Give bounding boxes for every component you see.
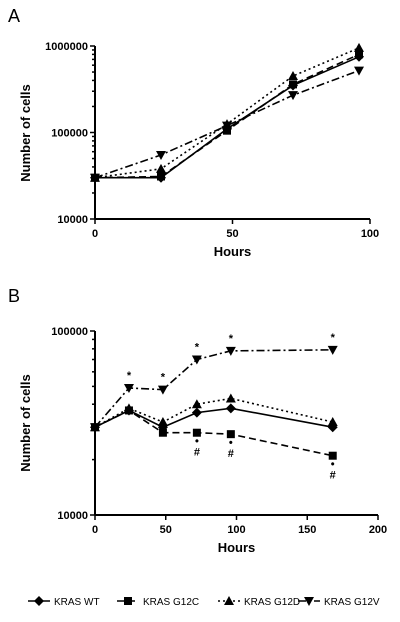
data-point [158, 428, 167, 437]
legend-marker [304, 597, 314, 606]
legend-label: KRAS G12V [324, 597, 380, 608]
legend-marker [124, 597, 132, 605]
data-point [288, 91, 298, 101]
x-tick-label: 100 [361, 228, 379, 240]
legend-marker [224, 596, 234, 605]
data-point [222, 121, 232, 131]
data-point [354, 66, 364, 76]
data-point [191, 399, 202, 409]
chart-panel-b: 10000 100000 0 50 100 150 200 Hours Number of ce… [18, 326, 387, 555]
data-point [223, 126, 231, 135]
series-line-kras-g12d [94, 397, 333, 428]
data-point [225, 403, 236, 414]
y-tick-label: 1000000 [45, 41, 88, 53]
x-tick-label: 50 [226, 228, 238, 240]
data-point [327, 417, 338, 427]
significance-annotation: # [194, 447, 200, 459]
data-point [90, 173, 100, 183]
x-tick-label: 0 [92, 524, 98, 536]
significance-annotation: * [161, 372, 166, 384]
x-tick-label: 100 [227, 524, 245, 536]
x-axis-label: Hours [214, 244, 252, 259]
y-tick-label: 100000 [51, 326, 88, 338]
series-line-kras-wt [95, 56, 360, 179]
data-point [90, 423, 100, 433]
legend-label: KRAS G12D [244, 597, 300, 608]
significance-annotation: • [331, 459, 335, 471]
series-line-kras-g12d [94, 47, 360, 179]
legend-label: KRAS G12C [143, 597, 199, 608]
data-point [191, 355, 202, 365]
data-point [123, 384, 134, 394]
data-point [157, 417, 168, 427]
series-line-kras-wt [94, 407, 333, 429]
data-point [354, 42, 364, 52]
y-axis-label: Number of cells [18, 374, 33, 472]
data-point [328, 451, 337, 460]
legend-marker [34, 596, 44, 606]
significance-annotation: # [330, 470, 336, 482]
series-line-kras-g12c [94, 409, 333, 457]
significance-annotation: * [195, 342, 200, 354]
data-point [157, 172, 165, 181]
data-point [192, 428, 201, 437]
significance-annotation: * [229, 333, 234, 345]
data-point [157, 385, 168, 395]
data-point [327, 345, 338, 355]
panel-label-b: B [8, 286, 20, 306]
data-point [289, 80, 297, 89]
legend: KRAS WT KRAS G12C KRAS G12D KRAS G12V [28, 596, 380, 608]
data-point [288, 70, 298, 80]
x-tick-label: 50 [160, 524, 172, 536]
x-tick-label: 200 [369, 524, 387, 536]
significance-annotation: • [229, 437, 233, 449]
significance-annotation: * [127, 370, 132, 382]
data-point [225, 393, 236, 403]
data-point [225, 346, 236, 356]
significance-annotation: • [195, 436, 199, 448]
x-tick-label: 150 [298, 524, 316, 536]
data-point [226, 430, 235, 439]
significance-annotation: # [228, 448, 234, 460]
panel-label-a: A [8, 6, 20, 26]
x-tick-label: 0 [92, 228, 98, 240]
series-line-kras-g12v [94, 349, 333, 428]
data-point [123, 403, 134, 413]
y-tick-label: 10000 [57, 510, 88, 522]
y-tick-label: 10000 [57, 214, 88, 226]
series-line-kras-g12c [94, 53, 360, 179]
chart-panel-a: 10000 100000 1000000 0 50 100 Hours Number of c… [18, 41, 379, 259]
data-point [355, 50, 363, 59]
data-point [191, 407, 202, 418]
y-axis-label: Number of cells [18, 84, 33, 182]
y-tick-label: 100000 [51, 128, 88, 140]
x-axis-label: Hours [218, 540, 256, 555]
legend-label: KRAS WT [54, 597, 100, 608]
data-point [156, 163, 166, 173]
significance-annotation: * [331, 332, 336, 344]
data-point [156, 150, 166, 160]
